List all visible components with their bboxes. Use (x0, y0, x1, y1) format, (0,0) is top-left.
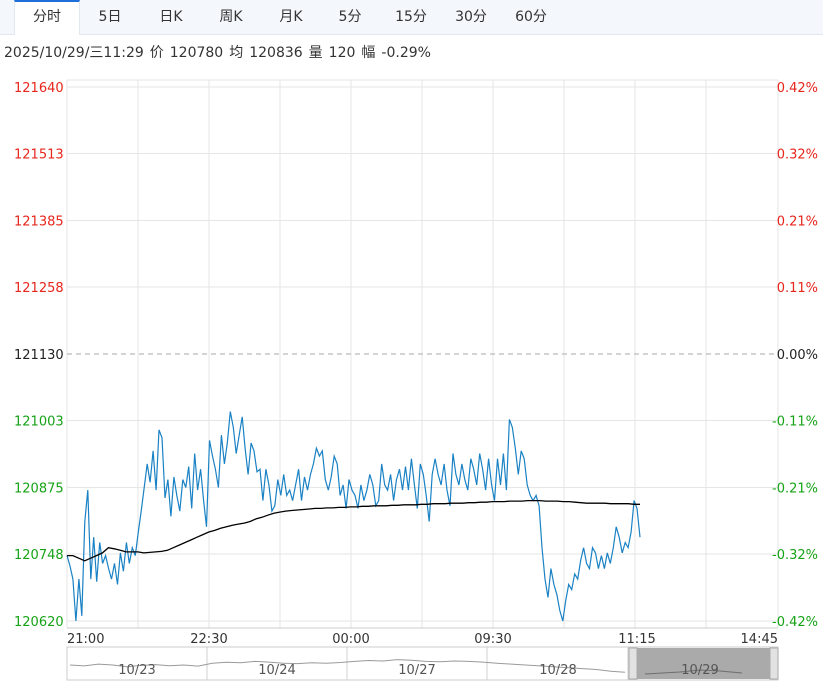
range-selection-window[interactable] (637, 648, 770, 679)
x-tick-label-2: 00:00 (332, 632, 369, 647)
avg-value: 120836 (249, 45, 303, 61)
range-label-0: 10/23 (118, 663, 155, 678)
pct-tick-label-8: -0.42% (772, 615, 818, 630)
pct-tick-label-5: -0.11% (772, 414, 818, 429)
range-label-3: 10/28 (539, 663, 576, 678)
avg-label: 均 (229, 45, 244, 61)
pct-tick-label-3: 0.11% (777, 281, 818, 296)
y-tick-label-5: 121003 (14, 414, 64, 429)
series-price-line (66, 411, 641, 622)
tab-3[interactable]: 周K (219, 9, 243, 25)
x-tick-label-5: 14:45 (741, 632, 778, 647)
range-label-2: 10/27 (398, 663, 435, 678)
x-tick-label-4: 11:15 (618, 632, 655, 647)
range-label-4: 10/29 (681, 663, 718, 678)
price-label: 价 (149, 45, 164, 61)
range-strip-trace (69, 659, 626, 673)
volume-label: 量 (308, 45, 323, 61)
quote-info-bar: 2025/10/29/三11:29 价 120780 均 120836 量 120 幅 -0.2… (4, 42, 437, 62)
tab-6[interactable]: 15分 (395, 9, 427, 25)
pct-tick-label-1: 0.32% (777, 147, 818, 162)
y-tick-label-3: 121258 (14, 281, 64, 296)
y-tick-label-6: 120875 (14, 482, 64, 497)
tab-4[interactable]: 月K (279, 9, 303, 25)
y-tick-label-2: 121385 (14, 215, 64, 230)
tab-5[interactable]: 5分 (338, 9, 362, 25)
pct-tick-label-0: 0.42% (777, 81, 818, 96)
volume-value: 120 (328, 45, 356, 61)
y-tick-label-1: 121513 (14, 147, 64, 162)
range-selection-trace (644, 669, 743, 675)
series-avg-line (67, 499, 640, 562)
quote-datetime: 2025/10/29/三11:29 (4, 45, 144, 61)
x-tick-label-0: 21:00 (67, 632, 104, 647)
x-tick-label-3: 09:30 (474, 632, 511, 647)
y-tick-label-8: 120620 (14, 615, 64, 630)
range-handle-right[interactable] (769, 647, 779, 680)
tab-1[interactable]: 5日 (98, 9, 122, 25)
tab-7[interactable]: 30分 (455, 9, 487, 25)
tab-0[interactable]: 分时 (14, 0, 80, 35)
y-tick-label-0: 121640 (14, 81, 64, 96)
y-tick-label-7: 120748 (14, 548, 64, 563)
pct-tick-label-7: -0.32% (772, 548, 818, 563)
range-label-1: 10/24 (258, 663, 295, 678)
change-value: -0.29% (381, 45, 431, 61)
x-tick-label-1: 22:30 (190, 632, 227, 647)
period-tab-bar: 分时 5日 日K 周K 月K 5分 15分 30分 60分 (0, 0, 823, 35)
tab-8[interactable]: 60分 (515, 9, 547, 25)
pct-tick-label-2: 0.21% (777, 215, 818, 230)
pct-tick-label-4: 0.00% (777, 348, 818, 363)
pct-tick-label-6: -0.21% (772, 482, 818, 497)
y-tick-label-4: 121130 (14, 348, 64, 363)
tab-2[interactable]: 日K (159, 9, 183, 25)
range-handle-left[interactable] (628, 647, 638, 680)
price-value: 120780 (169, 45, 224, 61)
change-label: 幅 (361, 45, 376, 61)
